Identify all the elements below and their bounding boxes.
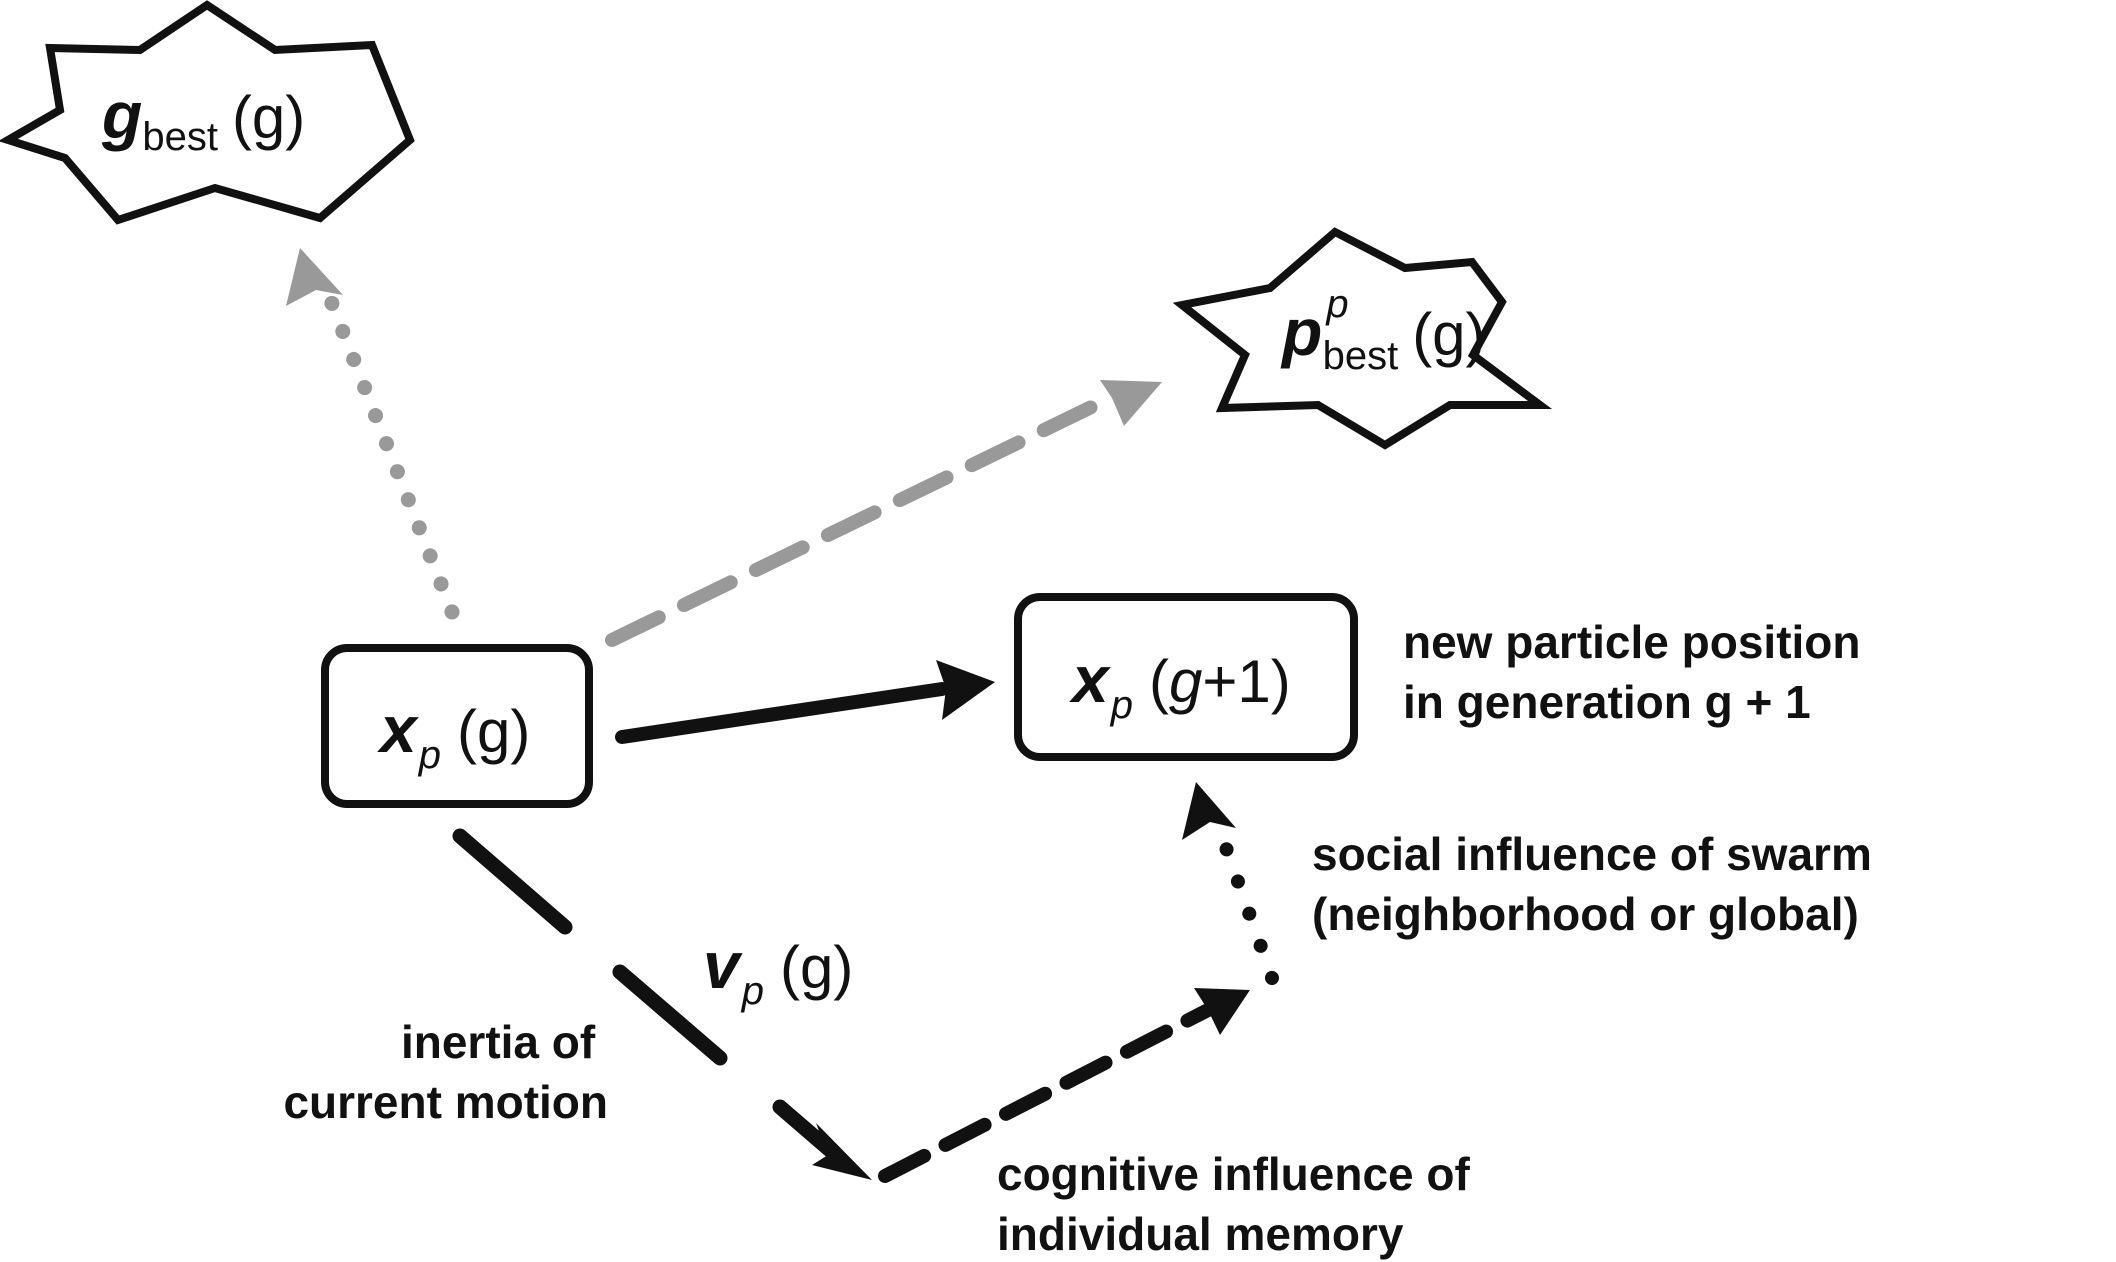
- svg-text:xp(g+1): xp (g+1): [1069, 642, 1291, 727]
- pbest-subscript: best: [1323, 334, 1399, 378]
- pbest-node: p p best (g): [1172, 227, 1553, 450]
- next-arg-close: +1): [1202, 648, 1290, 715]
- gbest-node: gbest (g): [0, 0, 415, 225]
- new-position-line-1: new particle position: [1403, 616, 1861, 668]
- next-position-node: xp (g+1): [1014, 593, 1358, 761]
- cognitive-arrow: [878, 988, 1250, 1183]
- gbest-argument: (g): [232, 84, 305, 151]
- next-arg-g: g: [1169, 648, 1202, 715]
- velocity-arrow: [452, 828, 872, 1180]
- cognitive-label: cognitive influence of individual memory: [997, 1148, 1483, 1260]
- arrow-to-pbest: [605, 380, 1162, 647]
- social-label: social influence of swarm (neighborhood …: [1312, 828, 1885, 940]
- velocity-subscript: p: [741, 969, 764, 1013]
- velocity-label: vp (g): [703, 928, 853, 1013]
- social-line-1: social influence of swarm: [1312, 828, 1872, 880]
- cognitive-line-1: cognitive influence of: [997, 1148, 1471, 1200]
- gbest-symbol: g: [101, 78, 142, 152]
- new-position-label: new particle position in generation g + …: [1403, 616, 1873, 728]
- next-position-box: [1014, 593, 1358, 761]
- arrow-to-gbest: [286, 248, 460, 620]
- velocity-symbol: v: [703, 928, 743, 1002]
- inertia-line-2: current motion: [283, 1076, 608, 1128]
- next-subscript: p: [1110, 683, 1133, 727]
- next-symbol: x: [1069, 642, 1111, 716]
- social-line-2: (neighborhood or global): [1312, 888, 1859, 940]
- svg-text:gbest(g): gbest (g): [101, 78, 305, 159]
- arrow-to-next-position: [615, 660, 995, 744]
- pbest-star-shape: [1172, 227, 1553, 450]
- current-subscript: p: [418, 733, 441, 777]
- new-position-line-2: in generation g + 1: [1403, 676, 1811, 728]
- current-position-node: xp (g): [321, 644, 593, 808]
- pbest-superscript: p: [1325, 282, 1348, 326]
- current-position-box: [321, 644, 593, 808]
- next-arg-open: (: [1149, 648, 1169, 715]
- pbest-symbol: p: [1280, 295, 1322, 369]
- current-argument: (g): [457, 698, 530, 765]
- inertia-label: inertia of current motion: [283, 1016, 608, 1128]
- inertia-line-1: inertia of: [401, 1016, 596, 1068]
- gbest-subscript: best: [142, 115, 218, 159]
- social-arrow: [1182, 782, 1279, 985]
- pbest-argument: (g): [1412, 301, 1485, 368]
- velocity-argument: (g): [780, 934, 853, 1001]
- current-symbol: x: [377, 692, 419, 766]
- svg-text:xp(g): xp (g): [377, 692, 530, 777]
- cognitive-line-2: individual memory: [997, 1208, 1404, 1260]
- gbest-star-shape: [0, 0, 415, 225]
